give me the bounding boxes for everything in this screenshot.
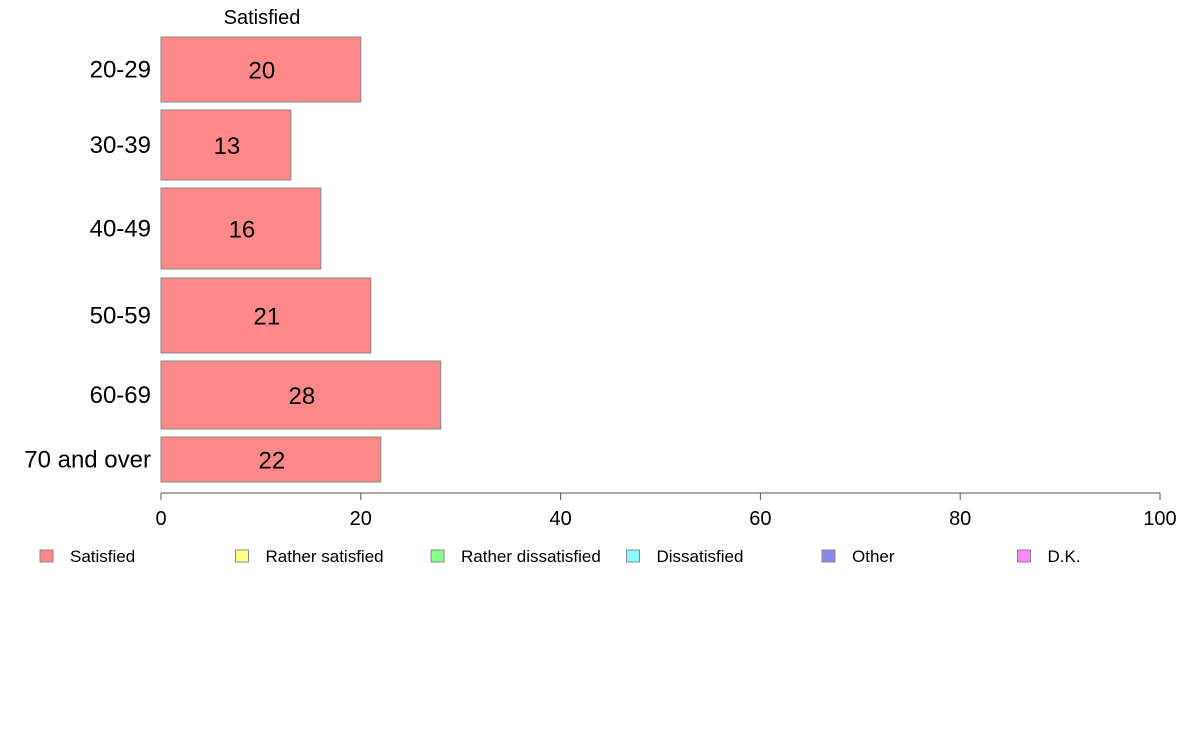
category-label: 50-59 — [90, 303, 151, 330]
legend-swatch — [430, 549, 445, 563]
legend-swatch — [626, 549, 640, 563]
category-labels: 20-29 30-39 40-49 50-59 60-69 70 and over — [24, 57, 151, 474]
bar-segment — [160, 36, 362, 103]
x-tick-label: 0 — [155, 508, 166, 530]
value-label: 28 — [289, 383, 316, 410]
legend-swatch — [1017, 549, 1031, 563]
value-labels: 20 13 16 21 28 22 — [214, 58, 316, 475]
bar-segment — [160, 436, 382, 483]
legend-swatch — [235, 549, 249, 563]
value-label: 21 — [254, 304, 281, 331]
legend: Satisfied Rather satisfied Rather dissatis… — [39, 547, 1081, 566]
x-tick-label: 60 — [749, 508, 771, 530]
x-axis: 0 20 40 60 80 100 — [155, 492, 1177, 530]
category-label: 70 and over — [24, 447, 151, 474]
legend-swatch — [39, 549, 54, 563]
category-label: 30-39 — [90, 132, 151, 159]
legend-swatch — [821, 549, 836, 563]
legend-label: Dissatisfied — [657, 547, 744, 566]
value-label: 22 — [259, 448, 286, 475]
legend-label: Rather dissatisfied — [461, 547, 601, 566]
bars-layer — [160, 36, 442, 483]
category-label: 40-49 — [90, 216, 151, 243]
legend-label: Satisfied — [70, 547, 135, 566]
x-tick-label: 100 — [1143, 508, 1176, 530]
x-tick-label: 20 — [350, 508, 372, 530]
column-header: Satisfied — [224, 7, 301, 29]
bar-segment — [160, 187, 322, 270]
legend-label: Other — [852, 547, 895, 566]
x-tick-label: 40 — [549, 508, 571, 530]
bar-segment — [160, 360, 442, 430]
legend-label: D.K. — [1048, 547, 1081, 566]
value-label: 20 — [249, 58, 276, 85]
category-label: 60-69 — [90, 382, 151, 409]
value-label: 13 — [214, 133, 241, 160]
value-label: 16 — [229, 217, 256, 244]
bar-segment — [160, 277, 372, 354]
legend-label: Rather satisfied — [266, 547, 384, 566]
x-tick-label: 80 — [949, 508, 971, 530]
category-label: 20-29 — [90, 57, 151, 84]
bar-segment — [160, 109, 292, 181]
